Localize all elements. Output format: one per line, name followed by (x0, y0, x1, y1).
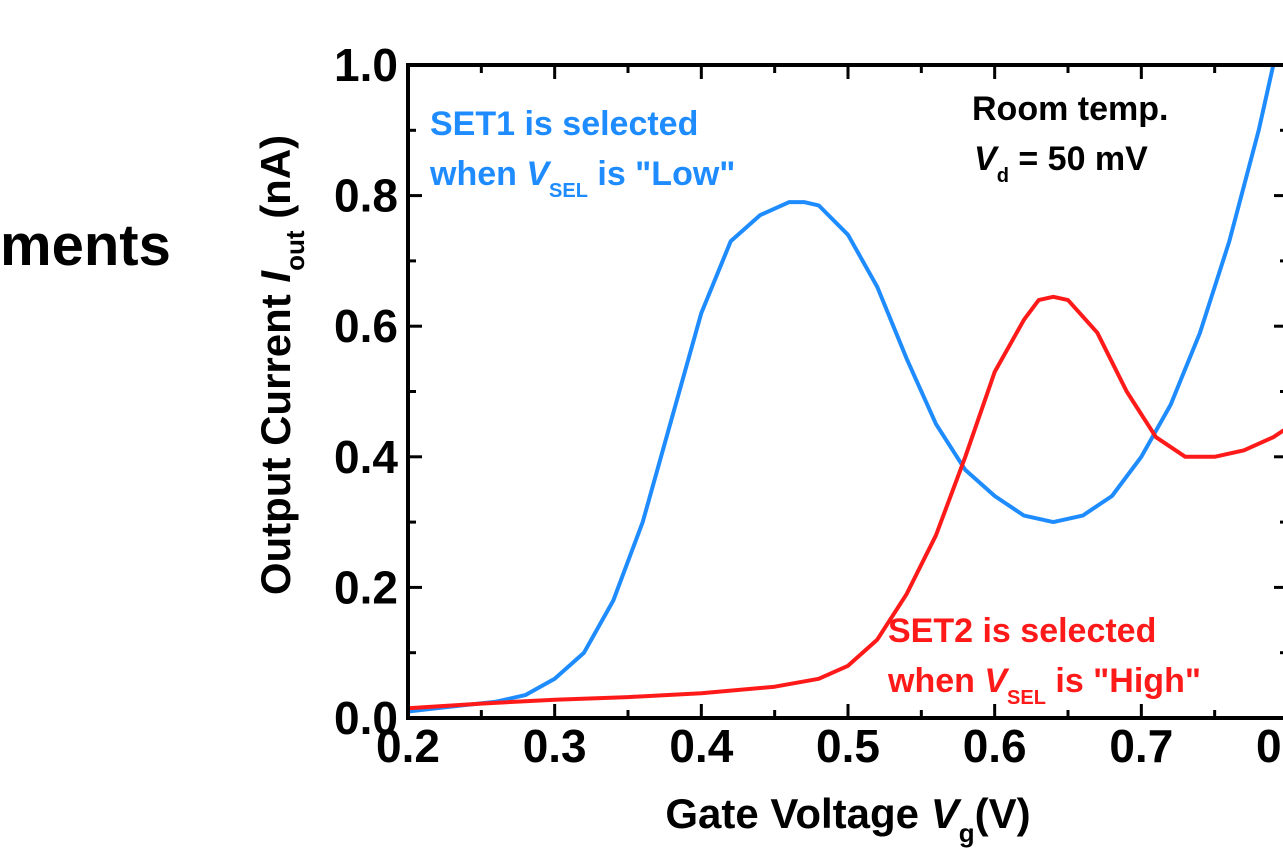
x-tick-label: 0.5 (816, 720, 880, 772)
y-axis-title-var: I (252, 270, 299, 283)
y-tick-label: 1.0 (334, 39, 398, 91)
y-tick-label: 0.6 (334, 300, 398, 352)
y-axis-title: Output Current Iout (nA) (252, 135, 310, 595)
x-tick-label: 0.4 (669, 720, 733, 772)
x-tick-label: 0.2 (376, 720, 440, 772)
series-layer (406, 63, 1283, 714)
x-axis-title-var: V (931, 790, 962, 837)
set2-annotation-line1: SET2 is selected (888, 612, 1156, 650)
x-tick-label: 0.8 (1256, 720, 1283, 772)
x-axis-title-unit: (V) (975, 790, 1031, 837)
y-axis-title-unit: (nA) (252, 135, 299, 231)
x-tick-label: 0.6 (963, 720, 1027, 772)
set2-annotation-line2: when VSEL is "High" (887, 662, 1201, 709)
series-line-1 (406, 63, 1276, 714)
y-tick-label: 0.0 (334, 692, 398, 744)
y-axis-title-sub: out (280, 230, 310, 271)
side-text: ments (0, 213, 171, 278)
x-tick-labels: 0.2 0.3 0.4 0.5 0.6 0.7 0.8 (376, 720, 1283, 772)
condition-line2: Vd = 50 mV (974, 140, 1148, 187)
tick-marks (406, 63, 1283, 720)
x-axis-title: Gate Voltage Vg(V) (665, 790, 1030, 848)
x-tick-label: 0.7 (1109, 720, 1173, 772)
series-line-2 (406, 294, 1283, 711)
y-tick-label: 0.2 (334, 561, 398, 613)
x-axis-title-sub: g (959, 818, 975, 848)
y-tick-label: 0.4 (334, 431, 398, 483)
y-tick-label: 0.8 (334, 170, 398, 222)
set1-annotation-line2: when VSEL is "Low" (429, 155, 735, 202)
x-tick-label: 0.3 (523, 720, 587, 772)
set1-annotation-line1: SET1 is selected (430, 105, 698, 143)
y-axis-title-main: Output Current (252, 283, 299, 596)
condition-line1: Room temp. (972, 90, 1168, 128)
x-axis-title-main: Gate Voltage (665, 790, 930, 837)
y-tick-labels: 0.0 0.2 0.4 0.6 0.8 1.0 (334, 39, 398, 744)
